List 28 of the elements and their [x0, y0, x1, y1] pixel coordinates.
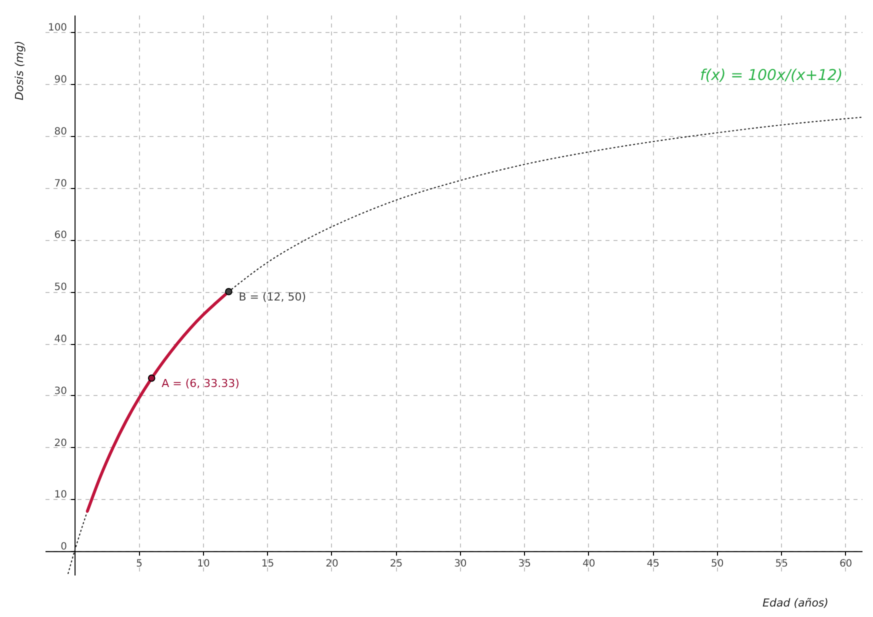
y-tick-label: 10 — [54, 490, 68, 501]
y-tick-label: 30 — [54, 386, 68, 397]
x-tick-label: 40 — [582, 558, 596, 570]
y-tick-label: 0 — [60, 542, 68, 553]
x-axis-title: Edad (años) — [762, 596, 828, 610]
y-tick-label: 80 — [54, 126, 68, 138]
x-tick-label: 60 — [839, 558, 852, 570]
annotation: f(x) = 100x/(x+12) — [700, 66, 843, 84]
y-axis-title: Dosis (mg) — [13, 40, 26, 100]
x-tick-label: 50 — [710, 558, 724, 570]
y-tick-label: 50 — [54, 282, 68, 294]
y-tick-label: 60 — [54, 230, 68, 242]
y-tick-label: 70 — [54, 178, 68, 190]
x-tick-label: 25 — [390, 558, 403, 570]
x-tick-label: 15 — [261, 558, 274, 570]
x-tick-label: 45 — [646, 558, 660, 570]
data-label: B = (12, 50) — [238, 290, 306, 304]
x-tick-label: 30 — [454, 558, 467, 570]
y-tick-label: 40 — [54, 334, 68, 346]
x-tick-label: 20 — [326, 558, 338, 570]
y-tick-label: 100 — [48, 22, 68, 34]
x-tick-label: 5 — [136, 558, 142, 570]
x-tick-label: 35 — [518, 558, 532, 570]
x-tick-label: 10 — [197, 558, 210, 570]
y-tick-label: 20 — [54, 438, 68, 449]
data-label: A = (6, 33.33) — [162, 377, 240, 390]
y-tick-label: 90 — [54, 74, 68, 86]
x-tick-label: 55 — [775, 558, 788, 570]
